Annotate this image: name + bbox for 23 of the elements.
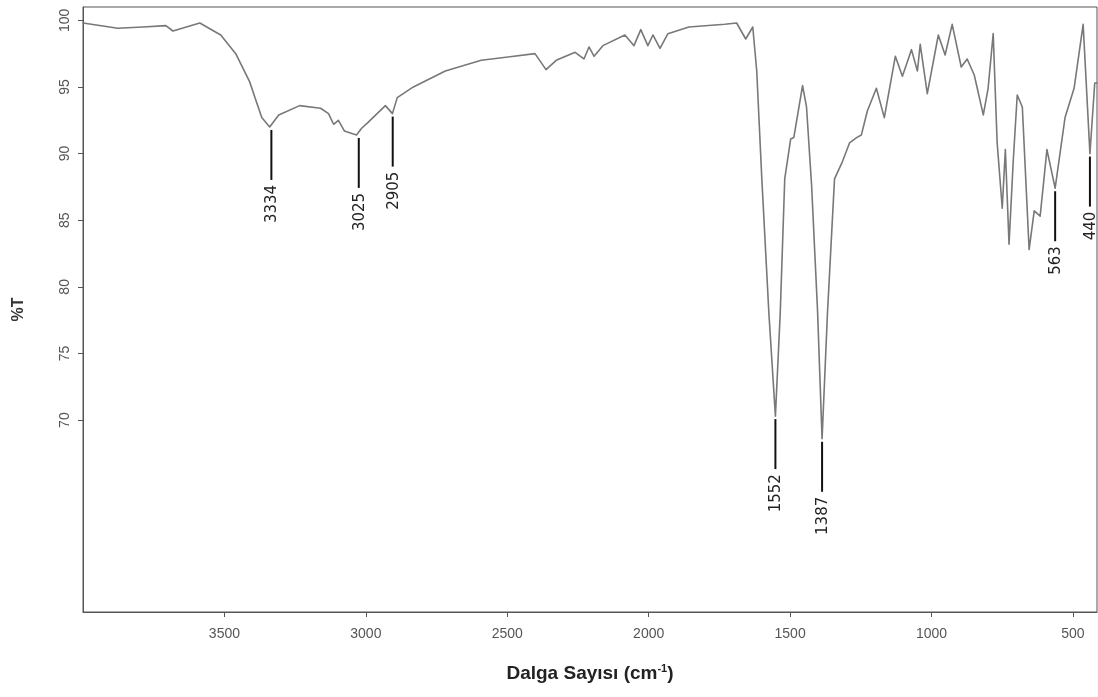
y-tick-label: 75	[56, 345, 72, 362]
x-tick-label: 1000	[915, 625, 948, 641]
x-tick-label: 1500	[774, 625, 806, 641]
y-tick-label: 100	[56, 8, 72, 33]
y-tick-label: 80	[56, 278, 72, 295]
annotation: 1387	[813, 496, 832, 535]
y-tick-label: 70	[56, 412, 72, 428]
y-tick-label: 90	[56, 145, 72, 162]
x-tick-label: 2500	[491, 625, 524, 641]
annotation: 3025	[349, 192, 368, 232]
annotation: 563	[1046, 246, 1065, 275]
line-series	[82, 22, 1098, 440]
annotation: 3334	[262, 184, 281, 224]
y-tick-label: 85	[56, 212, 72, 228]
x-tick-label: 3000	[350, 625, 382, 641]
y-axis-title: %T	[8, 297, 26, 322]
y-tick-label: 95	[56, 78, 72, 95]
annotation: 1552	[766, 474, 785, 513]
x-tick-label: 2000	[633, 625, 665, 641]
x-tick-label: 500	[1061, 625, 1085, 641]
annotation: 2905	[383, 171, 402, 210]
x-tick-label: 3500	[208, 625, 241, 641]
annotation: 440	[1080, 211, 1098, 241]
